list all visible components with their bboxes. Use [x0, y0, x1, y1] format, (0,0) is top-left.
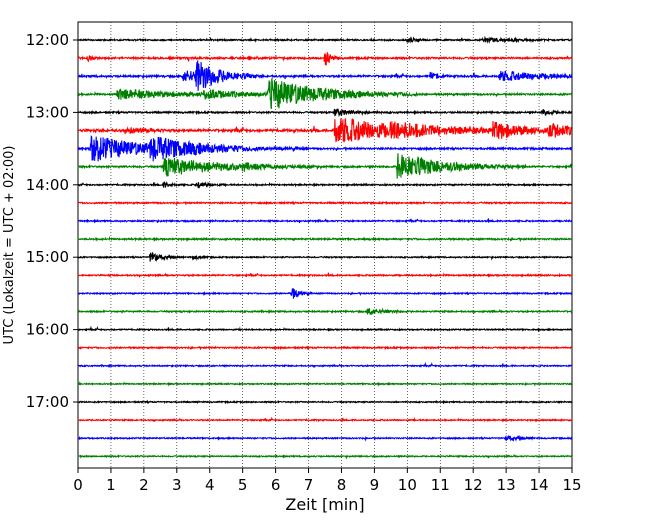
- x-tick-label: 2: [139, 476, 149, 494]
- y-tick-label: 15:00: [26, 248, 69, 266]
- x-tick-label: 1: [106, 476, 116, 494]
- x-tick-label: 7: [304, 476, 314, 494]
- y-axis-label: UTC (Lokalzeit = UTC + 02:00): [2, 146, 17, 345]
- trace-1730: [77, 434, 573, 442]
- x-axis-label: Zeit [min]: [285, 495, 364, 514]
- y-tick-label: 12:00: [26, 31, 69, 49]
- trace-1415: [77, 200, 573, 206]
- trace-1430: [77, 218, 573, 224]
- trace-1700: [77, 399, 573, 405]
- x-tick-label: 12: [464, 476, 483, 494]
- x-tick-label: 14: [530, 476, 549, 494]
- x-tick-label: 11: [431, 476, 450, 494]
- trace-1615: [77, 345, 573, 351]
- trace-1745: [77, 453, 573, 460]
- x-tick-label: 5: [238, 476, 248, 494]
- trace-1515: [77, 272, 573, 278]
- y-tick-label: 14:00: [26, 176, 69, 194]
- trace-1215: [77, 52, 573, 66]
- trace-1315: [77, 118, 573, 143]
- x-tick-label: 9: [370, 476, 380, 494]
- trace-1200: [77, 35, 573, 44]
- trace-1645: [77, 380, 573, 387]
- x-tick-label: 13: [497, 476, 516, 494]
- trace-1545: [77, 307, 573, 315]
- x-tick-label: 10: [398, 476, 417, 494]
- trace-1600: [77, 325, 573, 333]
- x-tick-label: 8: [337, 476, 347, 494]
- y-tick-label: 17:00: [26, 393, 69, 411]
- trace-1400: [77, 180, 573, 190]
- trace-1445: [77, 235, 573, 243]
- trace-1630: [77, 361, 573, 368]
- x-tick-label: 4: [205, 476, 215, 494]
- seismogram-traces: [77, 35, 573, 460]
- y-tick-label: 13:00: [26, 103, 69, 121]
- trace-1300: [77, 108, 573, 118]
- plot-frame: [77, 21, 573, 469]
- x-tick-label: 3: [172, 476, 182, 494]
- trace-1330: [77, 135, 573, 162]
- y-axis-ticks: 12:00 13:00 14:00 15:00 16:00 17:00: [26, 31, 78, 411]
- trace-1345: [77, 153, 573, 179]
- trace-1230: [77, 60, 573, 91]
- trace-1500: [77, 252, 573, 263]
- x-tick-label: 0: [73, 476, 83, 494]
- trace-1530: [77, 288, 573, 299]
- x-tick-label: 6: [271, 476, 281, 494]
- x-tick-label: 15: [562, 476, 581, 494]
- trace-1245: [77, 78, 573, 110]
- x-axis-ticks: 0 1 2 3 4 5 6 7 8 9 10 11 12 13 14 15: [73, 468, 582, 494]
- grid-lines: [110, 22, 540, 468]
- trace-1715: [77, 416, 573, 423]
- y-tick-label: 16:00: [26, 321, 69, 339]
